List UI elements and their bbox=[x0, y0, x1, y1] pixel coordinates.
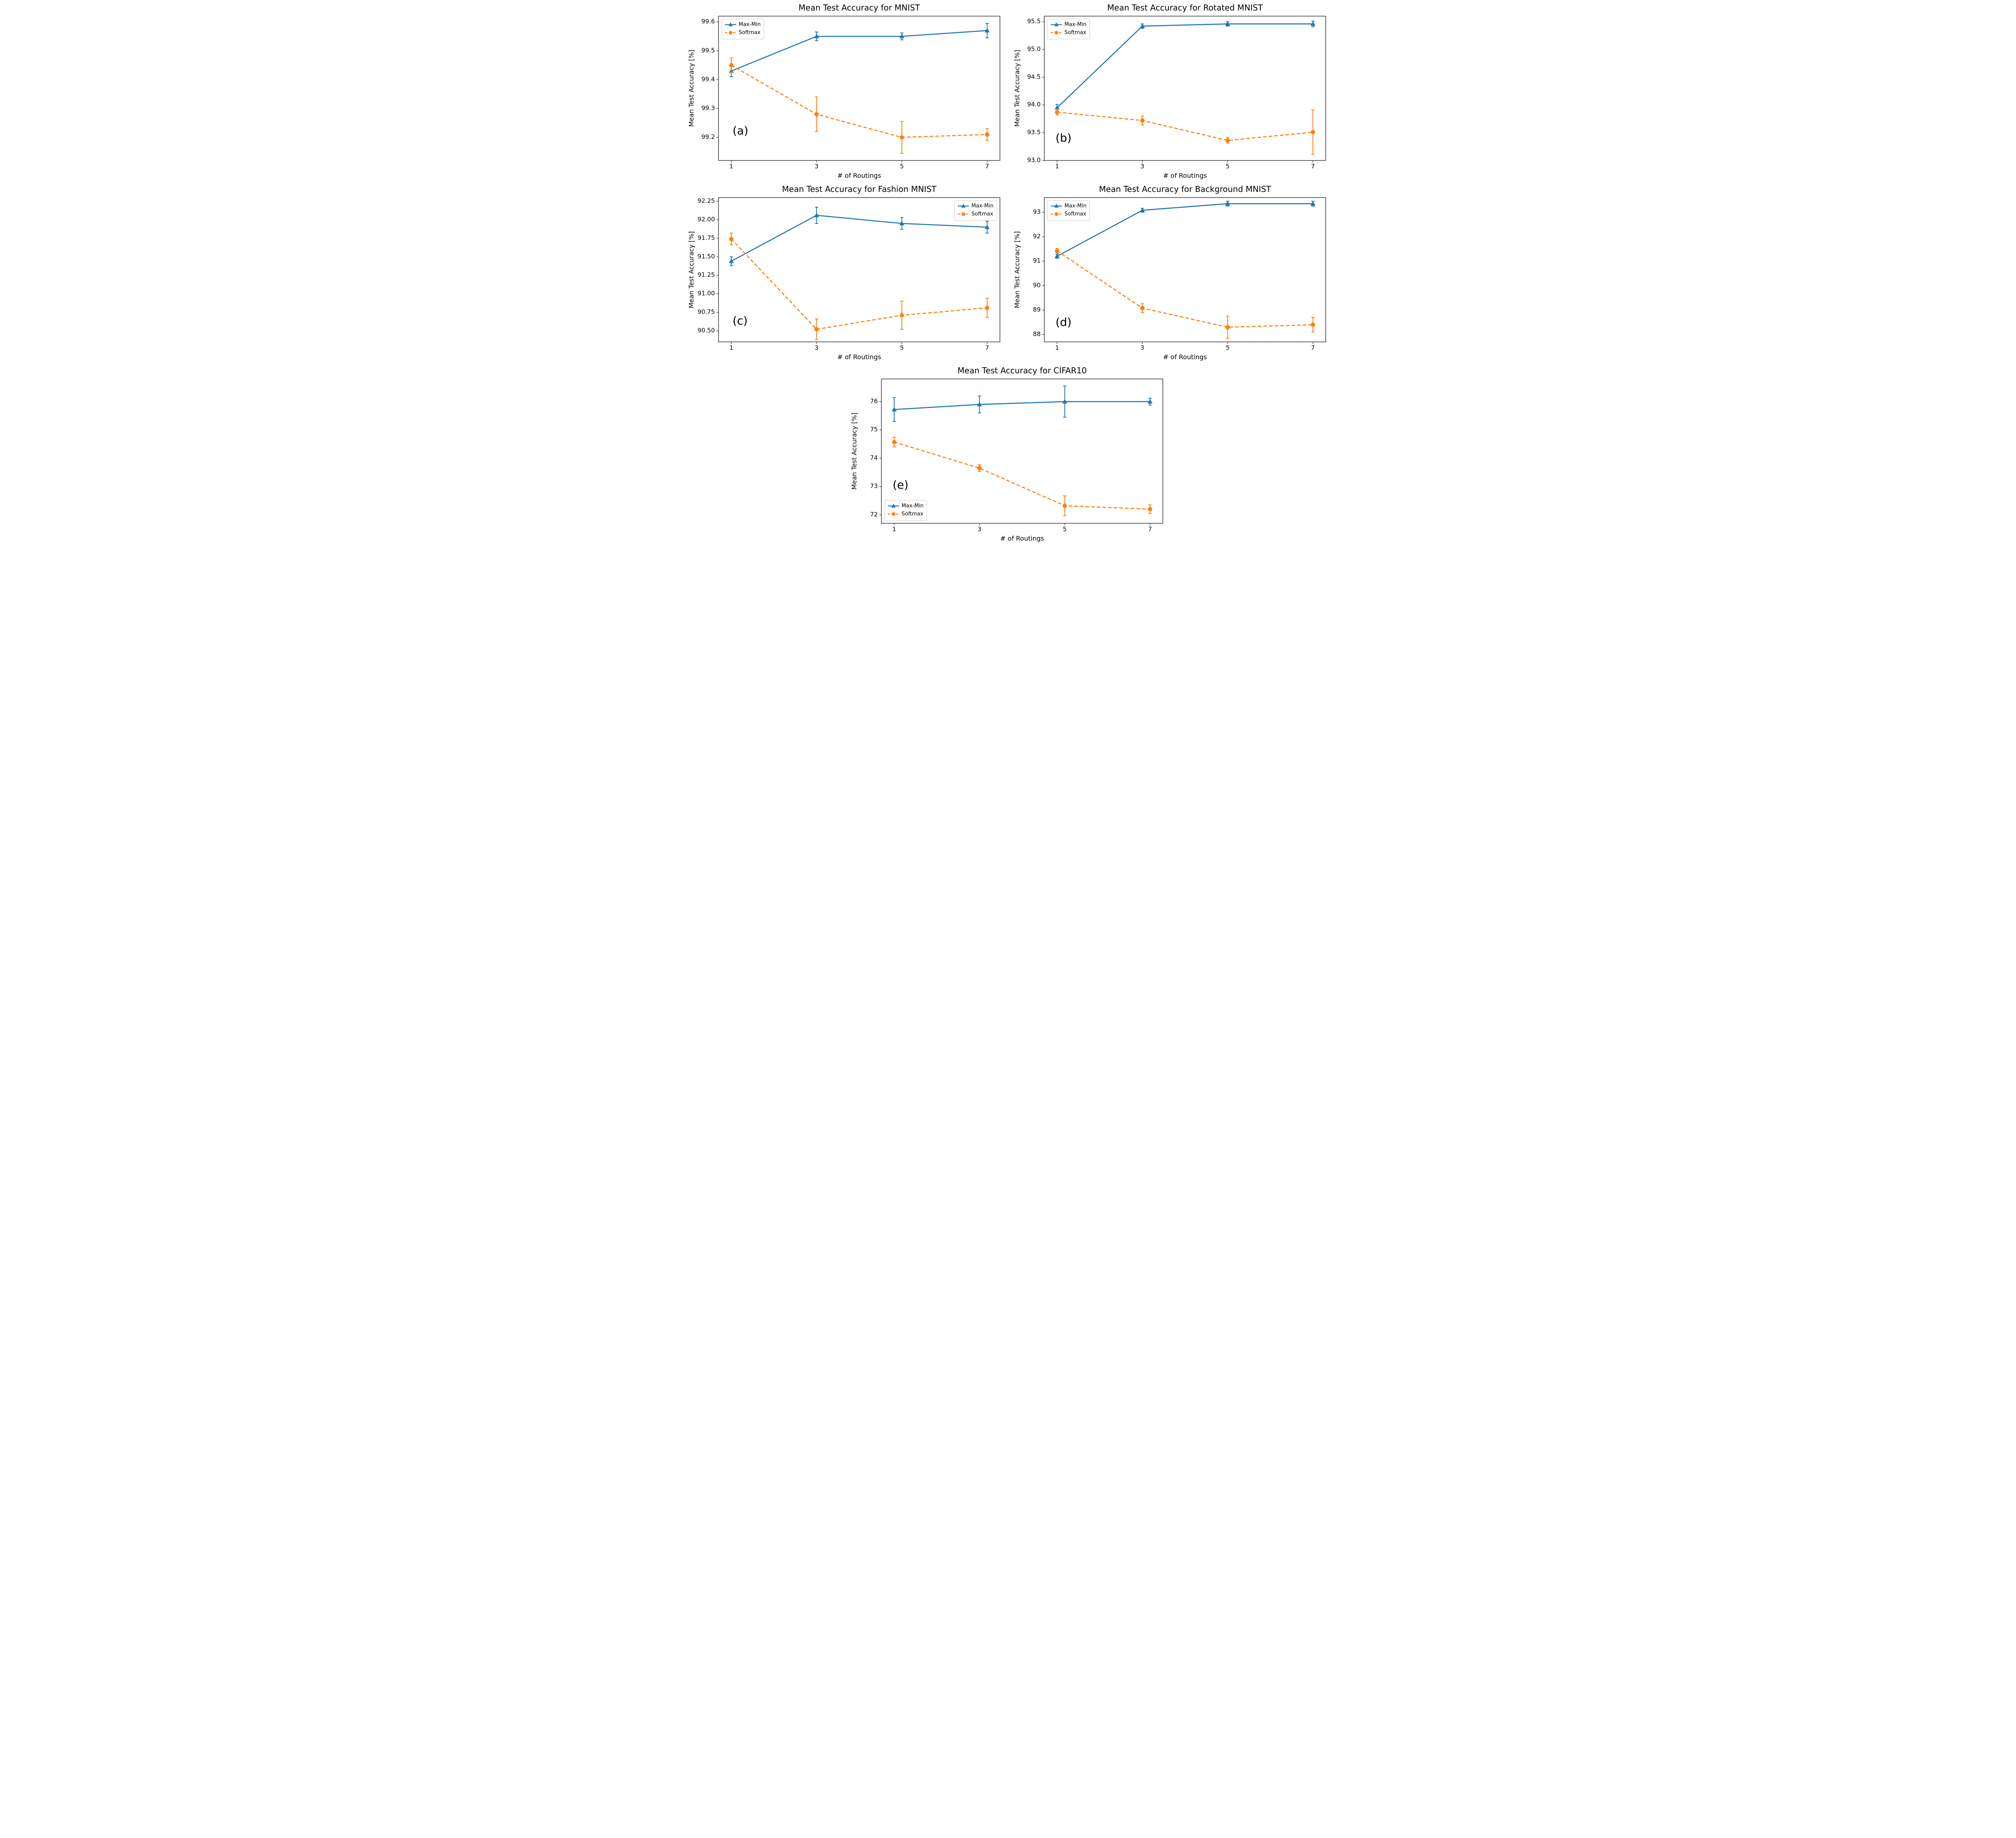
figure bbox=[685, 0, 1331, 550]
chart-canvas-fashion-mnist bbox=[685, 183, 1006, 364]
figure-row-3 bbox=[685, 364, 1331, 546]
subplot-a-mnist bbox=[685, 2, 1006, 183]
subplot-c-fashion-mnist bbox=[685, 183, 1006, 364]
chart-canvas-background-mnist bbox=[1010, 183, 1331, 364]
subplot-e-cifar10 bbox=[848, 364, 1168, 546]
chart-canvas-rotated-mnist bbox=[1010, 2, 1331, 183]
figure-row-2 bbox=[685, 183, 1331, 364]
subplot-d-background-mnist bbox=[1010, 183, 1331, 364]
subplot-b-rotated-mnist bbox=[1010, 2, 1331, 183]
chart-canvas-cifar10 bbox=[848, 364, 1168, 546]
figure-row-1 bbox=[685, 2, 1331, 183]
chart-canvas-mnist bbox=[685, 2, 1006, 183]
